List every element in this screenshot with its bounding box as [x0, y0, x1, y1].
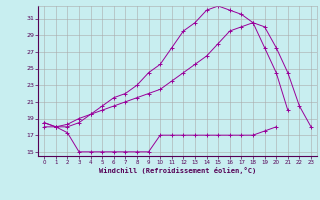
X-axis label: Windchill (Refroidissement éolien,°C): Windchill (Refroidissement éolien,°C) [99, 167, 256, 174]
